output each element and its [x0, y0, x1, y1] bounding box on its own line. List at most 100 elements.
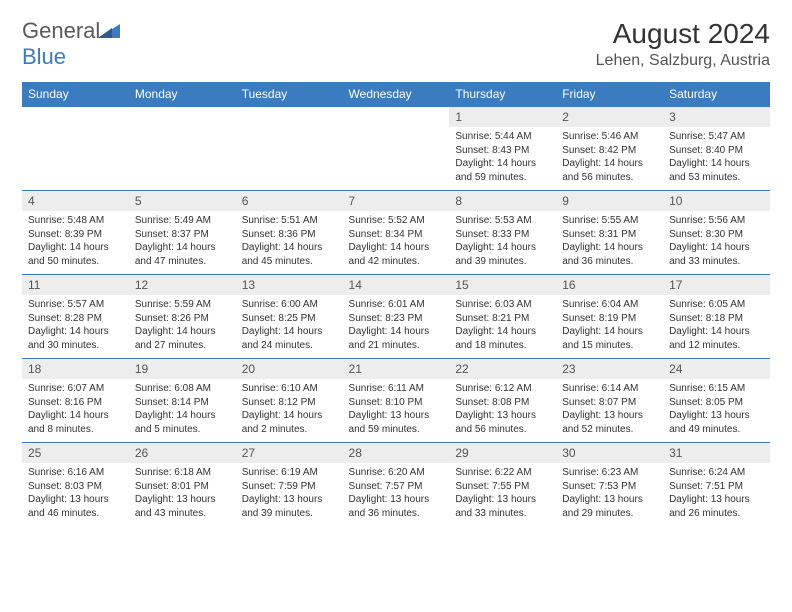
day-number-empty	[236, 107, 343, 127]
logo: General Blue	[22, 18, 120, 70]
logo-text-blue: Blue	[22, 44, 66, 69]
day-number: 26	[129, 443, 236, 463]
day-details: Sunrise: 6:23 AMSunset: 7:53 PMDaylight:…	[556, 463, 663, 526]
day-details: Sunrise: 6:11 AMSunset: 8:10 PMDaylight:…	[343, 379, 450, 442]
week-row: 4Sunrise: 5:48 AMSunset: 8:39 PMDaylight…	[22, 191, 770, 275]
day-number: 9	[556, 191, 663, 211]
day-number: 6	[236, 191, 343, 211]
day-details: Sunrise: 5:53 AMSunset: 8:33 PMDaylight:…	[449, 211, 556, 274]
day-cell: 27Sunrise: 6:19 AMSunset: 7:59 PMDayligh…	[236, 443, 343, 527]
day-cell	[22, 107, 129, 191]
week-row: 11Sunrise: 5:57 AMSunset: 8:28 PMDayligh…	[22, 275, 770, 359]
week-row: 1Sunrise: 5:44 AMSunset: 8:43 PMDaylight…	[22, 107, 770, 191]
logo-triangle-icon	[98, 24, 120, 38]
day-number: 30	[556, 443, 663, 463]
day-details: Sunrise: 6:16 AMSunset: 8:03 PMDaylight:…	[22, 463, 129, 526]
day-details: Sunrise: 5:56 AMSunset: 8:30 PMDaylight:…	[663, 211, 770, 274]
day-cell: 7Sunrise: 5:52 AMSunset: 8:34 PMDaylight…	[343, 191, 450, 275]
day-details: Sunrise: 5:49 AMSunset: 8:37 PMDaylight:…	[129, 211, 236, 274]
day-number: 4	[22, 191, 129, 211]
day-details: Sunrise: 5:47 AMSunset: 8:40 PMDaylight:…	[663, 127, 770, 190]
day-cell: 26Sunrise: 6:18 AMSunset: 8:01 PMDayligh…	[129, 443, 236, 527]
day-number: 11	[22, 275, 129, 295]
logo-text-gray: General	[22, 18, 100, 43]
day-cell: 2Sunrise: 5:46 AMSunset: 8:42 PMDaylight…	[556, 107, 663, 191]
day-number: 31	[663, 443, 770, 463]
day-cell: 22Sunrise: 6:12 AMSunset: 8:08 PMDayligh…	[449, 359, 556, 443]
month-title: August 2024	[596, 18, 770, 50]
day-number: 14	[343, 275, 450, 295]
day-details: Sunrise: 6:00 AMSunset: 8:25 PMDaylight:…	[236, 295, 343, 358]
day-header: Thursday	[449, 82, 556, 107]
day-details: Sunrise: 5:57 AMSunset: 8:28 PMDaylight:…	[22, 295, 129, 358]
day-number: 24	[663, 359, 770, 379]
day-number: 8	[449, 191, 556, 211]
day-header: Sunday	[22, 82, 129, 107]
day-cell: 6Sunrise: 5:51 AMSunset: 8:36 PMDaylight…	[236, 191, 343, 275]
day-details: Sunrise: 5:44 AMSunset: 8:43 PMDaylight:…	[449, 127, 556, 190]
day-cell	[236, 107, 343, 191]
day-cell: 24Sunrise: 6:15 AMSunset: 8:05 PMDayligh…	[663, 359, 770, 443]
day-details: Sunrise: 6:20 AMSunset: 7:57 PMDaylight:…	[343, 463, 450, 526]
day-number: 15	[449, 275, 556, 295]
day-details: Sunrise: 6:18 AMSunset: 8:01 PMDaylight:…	[129, 463, 236, 526]
day-cell: 16Sunrise: 6:04 AMSunset: 8:19 PMDayligh…	[556, 275, 663, 359]
week-row: 18Sunrise: 6:07 AMSunset: 8:16 PMDayligh…	[22, 359, 770, 443]
day-details: Sunrise: 6:07 AMSunset: 8:16 PMDaylight:…	[22, 379, 129, 442]
day-header-row: SundayMondayTuesdayWednesdayThursdayFrid…	[22, 82, 770, 107]
day-cell: 1Sunrise: 5:44 AMSunset: 8:43 PMDaylight…	[449, 107, 556, 191]
day-cell	[129, 107, 236, 191]
day-cell: 3Sunrise: 5:47 AMSunset: 8:40 PMDaylight…	[663, 107, 770, 191]
day-number: 20	[236, 359, 343, 379]
day-number: 29	[449, 443, 556, 463]
day-cell: 31Sunrise: 6:24 AMSunset: 7:51 PMDayligh…	[663, 443, 770, 527]
day-cell: 30Sunrise: 6:23 AMSunset: 7:53 PMDayligh…	[556, 443, 663, 527]
calendar-body: 1Sunrise: 5:44 AMSunset: 8:43 PMDaylight…	[22, 107, 770, 527]
day-cell: 13Sunrise: 6:00 AMSunset: 8:25 PMDayligh…	[236, 275, 343, 359]
day-cell: 9Sunrise: 5:55 AMSunset: 8:31 PMDaylight…	[556, 191, 663, 275]
day-number-empty	[22, 107, 129, 127]
day-cell	[343, 107, 450, 191]
day-details: Sunrise: 6:03 AMSunset: 8:21 PMDaylight:…	[449, 295, 556, 358]
day-details: Sunrise: 5:48 AMSunset: 8:39 PMDaylight:…	[22, 211, 129, 274]
day-header: Tuesday	[236, 82, 343, 107]
day-number: 12	[129, 275, 236, 295]
day-number: 16	[556, 275, 663, 295]
day-details: Sunrise: 6:15 AMSunset: 8:05 PMDaylight:…	[663, 379, 770, 442]
day-number: 13	[236, 275, 343, 295]
day-number: 23	[556, 359, 663, 379]
day-number: 18	[22, 359, 129, 379]
day-details: Sunrise: 6:01 AMSunset: 8:23 PMDaylight:…	[343, 295, 450, 358]
day-header: Friday	[556, 82, 663, 107]
day-details: Sunrise: 5:52 AMSunset: 8:34 PMDaylight:…	[343, 211, 450, 274]
day-header: Monday	[129, 82, 236, 107]
day-cell: 17Sunrise: 6:05 AMSunset: 8:18 PMDayligh…	[663, 275, 770, 359]
location: Lehen, Salzburg, Austria	[596, 52, 770, 70]
day-details: Sunrise: 6:10 AMSunset: 8:12 PMDaylight:…	[236, 379, 343, 442]
day-details: Sunrise: 6:05 AMSunset: 8:18 PMDaylight:…	[663, 295, 770, 358]
day-header: Saturday	[663, 82, 770, 107]
day-number: 3	[663, 107, 770, 127]
day-number: 2	[556, 107, 663, 127]
day-cell: 19Sunrise: 6:08 AMSunset: 8:14 PMDayligh…	[129, 359, 236, 443]
calendar-table: SundayMondayTuesdayWednesdayThursdayFrid…	[22, 82, 770, 526]
day-cell: 8Sunrise: 5:53 AMSunset: 8:33 PMDaylight…	[449, 191, 556, 275]
day-details: Sunrise: 6:19 AMSunset: 7:59 PMDaylight:…	[236, 463, 343, 526]
day-number: 17	[663, 275, 770, 295]
day-number: 19	[129, 359, 236, 379]
day-number: 7	[343, 191, 450, 211]
day-number: 5	[129, 191, 236, 211]
day-details: Sunrise: 5:51 AMSunset: 8:36 PMDaylight:…	[236, 211, 343, 274]
day-number: 21	[343, 359, 450, 379]
day-cell: 21Sunrise: 6:11 AMSunset: 8:10 PMDayligh…	[343, 359, 450, 443]
day-header: Wednesday	[343, 82, 450, 107]
day-cell: 18Sunrise: 6:07 AMSunset: 8:16 PMDayligh…	[22, 359, 129, 443]
day-number: 25	[22, 443, 129, 463]
day-cell: 5Sunrise: 5:49 AMSunset: 8:37 PMDaylight…	[129, 191, 236, 275]
day-details: Sunrise: 5:55 AMSunset: 8:31 PMDaylight:…	[556, 211, 663, 274]
day-cell: 4Sunrise: 5:48 AMSunset: 8:39 PMDaylight…	[22, 191, 129, 275]
day-cell: 25Sunrise: 6:16 AMSunset: 8:03 PMDayligh…	[22, 443, 129, 527]
day-details: Sunrise: 6:14 AMSunset: 8:07 PMDaylight:…	[556, 379, 663, 442]
day-number: 1	[449, 107, 556, 127]
day-cell: 11Sunrise: 5:57 AMSunset: 8:28 PMDayligh…	[22, 275, 129, 359]
